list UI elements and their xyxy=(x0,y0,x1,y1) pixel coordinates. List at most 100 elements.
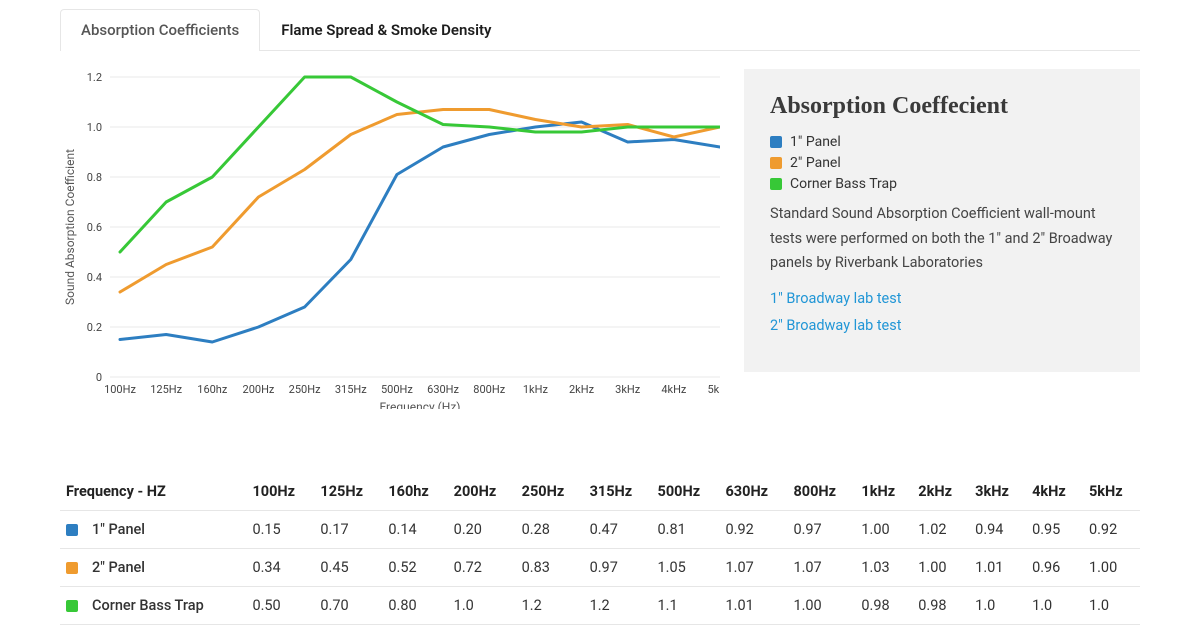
table-cell: 1.0 xyxy=(1083,587,1140,625)
table-cell: 0.92 xyxy=(1083,511,1140,549)
link-lab-test-2[interactable]: 2″ Broadway lab test xyxy=(770,317,1114,334)
row-label: 1" Panel xyxy=(92,521,145,538)
tab-flame[interactable]: Flame Spread & Smoke Density xyxy=(260,9,512,51)
svg-text:0.4: 0.4 xyxy=(87,271,102,284)
legend-item: Corner Bass Trap xyxy=(770,176,1114,192)
row-swatch xyxy=(66,562,78,574)
table-cell: 0.34 xyxy=(246,549,314,587)
table-row: 1" Panel 0.150.170.140.200.280.470.81 0.92… xyxy=(60,511,1140,549)
table-cell: 1.0 xyxy=(969,587,1026,625)
chart-area: 00.20.40.60.81.01.2100Hz125Hz160hz200Hz2… xyxy=(60,69,720,413)
row-label: Corner Bass Trap xyxy=(92,597,204,614)
table-cell: 1.07 xyxy=(787,549,855,587)
legend: 1" Panel 2" Panel Corner Bass Trap xyxy=(770,134,1114,192)
svg-text:160hz: 160hz xyxy=(197,383,228,396)
svg-text:3kHz: 3kHz xyxy=(615,383,641,396)
table-header: 1kHz xyxy=(855,473,912,511)
info-panel: Absorption Coeffecient 1" Panel 2" Panel C… xyxy=(744,69,1140,372)
table-header: 3kHz xyxy=(969,473,1026,511)
legend-swatch xyxy=(770,178,782,190)
table-cell: 0.81 xyxy=(652,511,720,549)
svg-text:Sound Absorption Coefficient: Sound Absorption Coefficient xyxy=(63,149,77,305)
data-table: Frequency - HZ100Hz125Hz160hz200Hz250Hz3… xyxy=(60,473,1140,625)
table-cell: 1.0 xyxy=(1026,587,1083,625)
table-cell: 1.01 xyxy=(969,549,1026,587)
table-cell: 0.94 xyxy=(969,511,1026,549)
tabs: Absorption Coefficients Flame Spread & S… xyxy=(60,8,1140,51)
link-lab-test-1[interactable]: 1″ Broadway lab test xyxy=(770,290,1114,307)
table-cell: 1.1 xyxy=(652,587,720,625)
svg-text:Frequency (Hz): Frequency (Hz) xyxy=(380,400,461,409)
table-cell: 1.00 xyxy=(855,511,912,549)
table-cell: 0.17 xyxy=(314,511,382,549)
table-cell: 1.07 xyxy=(719,549,787,587)
info-title: Absorption Coeffecient xyxy=(770,93,1114,120)
info-text: Standard Sound Absorption Coefficient wa… xyxy=(770,202,1114,276)
table-row: Corner Bass Trap0.500.700.801.01.21.21.1… xyxy=(60,587,1140,625)
svg-text:4kHz: 4kHz xyxy=(661,383,687,396)
row-swatch xyxy=(66,524,78,536)
table-cell: 1.00 xyxy=(912,549,969,587)
svg-text:200Hz: 200Hz xyxy=(243,383,275,396)
table-header: 160hz xyxy=(382,473,447,511)
table-cell: 0.47 xyxy=(584,511,652,549)
table-cell: 0.50 xyxy=(246,587,314,625)
svg-text:2kHz: 2kHz xyxy=(569,383,595,396)
legend-label: 2" Panel xyxy=(790,155,841,171)
table-cell: 1.2 xyxy=(584,587,652,625)
table-cell: 1.00 xyxy=(787,587,855,625)
table-cell: 0.72 xyxy=(448,549,516,587)
table-header: Frequency - HZ xyxy=(60,473,246,511)
table-header: 500Hz xyxy=(652,473,720,511)
table-header: 250Hz xyxy=(516,473,584,511)
table-cell: 0.97 xyxy=(584,549,652,587)
table-header: 5kHz xyxy=(1083,473,1140,511)
table-cell: 1.01 xyxy=(719,587,787,625)
table-cell: 0.52 xyxy=(382,549,447,587)
svg-text:125Hz: 125Hz xyxy=(150,383,182,396)
svg-text:0.6: 0.6 xyxy=(87,221,102,234)
svg-text:0.8: 0.8 xyxy=(87,171,102,184)
table-cell: 0.83 xyxy=(516,549,584,587)
svg-text:250Hz: 250Hz xyxy=(289,383,321,396)
svg-text:500Hz: 500Hz xyxy=(381,383,413,396)
row-swatch xyxy=(66,600,78,612)
table-cell: 0.96 xyxy=(1026,549,1083,587)
table-cell: 0.95 xyxy=(1026,511,1083,549)
table-cell: 0.80 xyxy=(382,587,447,625)
table-cell: 0.28 xyxy=(516,511,584,549)
legend-swatch xyxy=(770,136,782,148)
svg-text:5kHz: 5kHz xyxy=(707,383,720,396)
svg-text:100Hz: 100Hz xyxy=(104,383,136,396)
legend-label: Corner Bass Trap xyxy=(790,176,897,192)
table-header: 125Hz xyxy=(314,473,382,511)
table-header: 800Hz xyxy=(787,473,855,511)
row-label: 2" Panel xyxy=(92,559,145,576)
table-cell: 1.05 xyxy=(652,549,720,587)
svg-text:0.2: 0.2 xyxy=(87,321,102,334)
table-cell: 0.98 xyxy=(912,587,969,625)
table-cell: 0.14 xyxy=(382,511,447,549)
legend-label: 1" Panel xyxy=(790,134,841,150)
table-cell: 0.20 xyxy=(448,511,516,549)
table-cell: 0.15 xyxy=(246,511,314,549)
table-row: 2" Panel0.340.450.520.720.830.971.051.07… xyxy=(60,549,1140,587)
legend-item: 2" Panel xyxy=(770,155,1114,171)
table-header: 315Hz xyxy=(584,473,652,511)
table-cell: 1.2 xyxy=(516,587,584,625)
table-cell: 0.45 xyxy=(314,549,382,587)
table-cell: 1.0 xyxy=(448,587,516,625)
svg-text:1.2: 1.2 xyxy=(87,71,102,84)
table-header: 100Hz xyxy=(246,473,314,511)
table-cell: 0.97 xyxy=(787,511,855,549)
table-cell: 1.00 xyxy=(1083,549,1140,587)
legend-item: 1" Panel xyxy=(770,134,1114,150)
svg-text:315Hz: 315Hz xyxy=(335,383,367,396)
svg-text:1kHz: 1kHz xyxy=(523,383,549,396)
svg-text:800Hz: 800Hz xyxy=(473,383,505,396)
table-header: 630Hz xyxy=(719,473,787,511)
table-cell: 0.98 xyxy=(855,587,912,625)
tab-absorption[interactable]: Absorption Coefficients xyxy=(60,9,260,51)
table-cell: 1.03 xyxy=(855,549,912,587)
table-header: 2kHz xyxy=(912,473,969,511)
